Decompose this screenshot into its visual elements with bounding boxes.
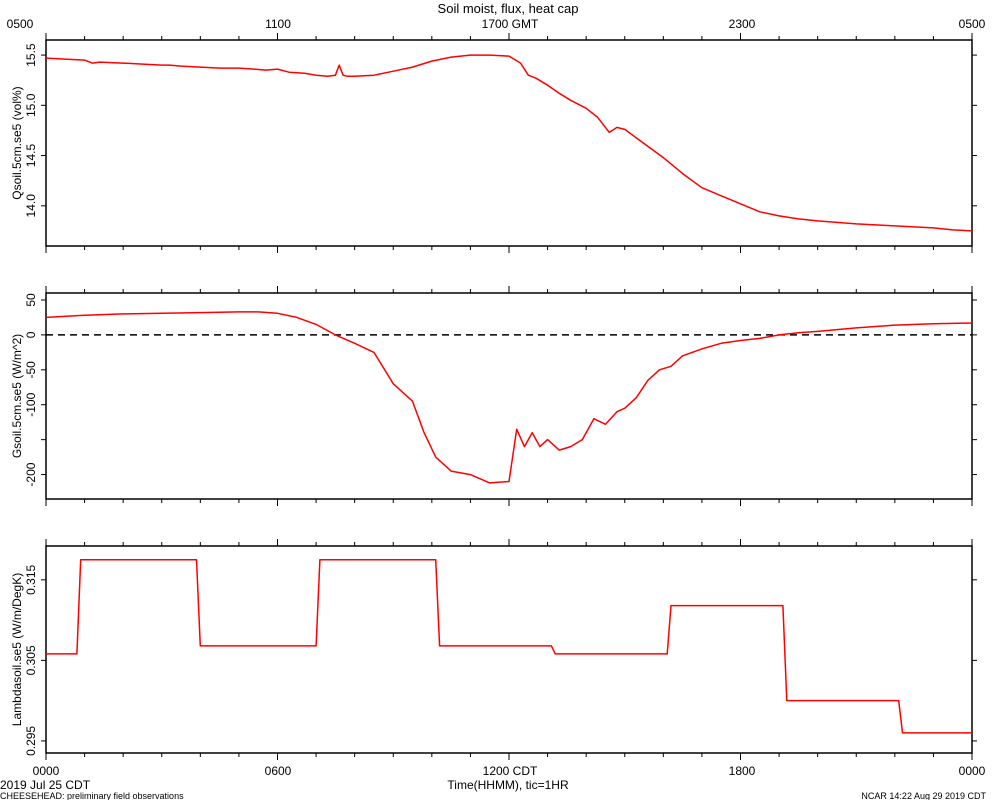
y-axis-label: Lambdasoil.se5 (W/m/DegK) bbox=[10, 573, 24, 726]
y-tick-label: -200 bbox=[24, 462, 38, 486]
top-tick-label: 2300 bbox=[729, 17, 756, 31]
footer-right: NCAR 14:22 Aug 29 2019 CDT bbox=[861, 791, 986, 800]
plot-frame bbox=[45, 545, 973, 754]
y-tick-label: -100 bbox=[24, 392, 38, 416]
y-tick-label: 0.295 bbox=[24, 726, 38, 756]
plot-frame bbox=[45, 39, 973, 247]
y-tick-label: 0 bbox=[24, 331, 38, 338]
bottom-tick-label: 1800 bbox=[729, 764, 756, 778]
bottom-tick-label: 1200 CDT bbox=[483, 764, 538, 778]
top-axis-tick-labels: 0500 1100 1700 GMT 2300 0500 bbox=[7, 17, 986, 31]
soil-moisture-panel: 14.0 14.5 15.0 15.5 Qsoil.5cm.se5 (vol%) bbox=[10, 33, 977, 253]
y-tick-label: -50 bbox=[24, 361, 38, 379]
data-series-line bbox=[46, 558, 972, 734]
y-tick-label: 15.5 bbox=[24, 43, 38, 67]
footer-left: CHEESEHEAD: preliminary field observatio… bbox=[0, 791, 184, 800]
bottom-tick-label: 0000 bbox=[959, 764, 986, 778]
soil-heat-flux-panel: -200 -100 -50 0 50 Gsoil.5cm.se5 (W/m^2) bbox=[10, 286, 977, 506]
top-tick-label: 1700 GMT bbox=[482, 17, 539, 31]
plot-frame bbox=[45, 292, 973, 500]
date-label: 2019 Jul 25 CDT bbox=[0, 778, 91, 792]
figure-title: Soil moist, flux, heat cap bbox=[438, 1, 579, 16]
top-tick-label: 0500 bbox=[959, 17, 986, 31]
y-tick-label: 14.5 bbox=[24, 144, 38, 168]
y-tick-label: 0.315 bbox=[24, 564, 38, 594]
bottom-axis-tick-labels: 0000 0600 1200 CDT 1800 0000 bbox=[33, 764, 986, 778]
data-series-line bbox=[45, 311, 973, 484]
x-axis-label: Time(HHMM), tic=1HR bbox=[447, 778, 569, 792]
y-tick-label: 0.305 bbox=[24, 645, 38, 675]
y-tick-label: 14.0 bbox=[24, 194, 38, 218]
bottom-tick-label: 0600 bbox=[265, 764, 292, 778]
top-tick-label: 1100 bbox=[265, 17, 291, 31]
y-tick-label: 15.0 bbox=[24, 93, 38, 117]
y-axis-label: Gsoil.5cm.se5 (W/m^2) bbox=[10, 334, 24, 458]
y-axis-label: Qsoil.5cm.se5 (vol%) bbox=[10, 86, 24, 199]
bottom-tick-label: 0000 bbox=[33, 764, 60, 778]
y-tick-label: 50 bbox=[24, 293, 38, 307]
top-tick-label: 0500 bbox=[7, 17, 34, 31]
data-series-line bbox=[45, 54, 973, 232]
